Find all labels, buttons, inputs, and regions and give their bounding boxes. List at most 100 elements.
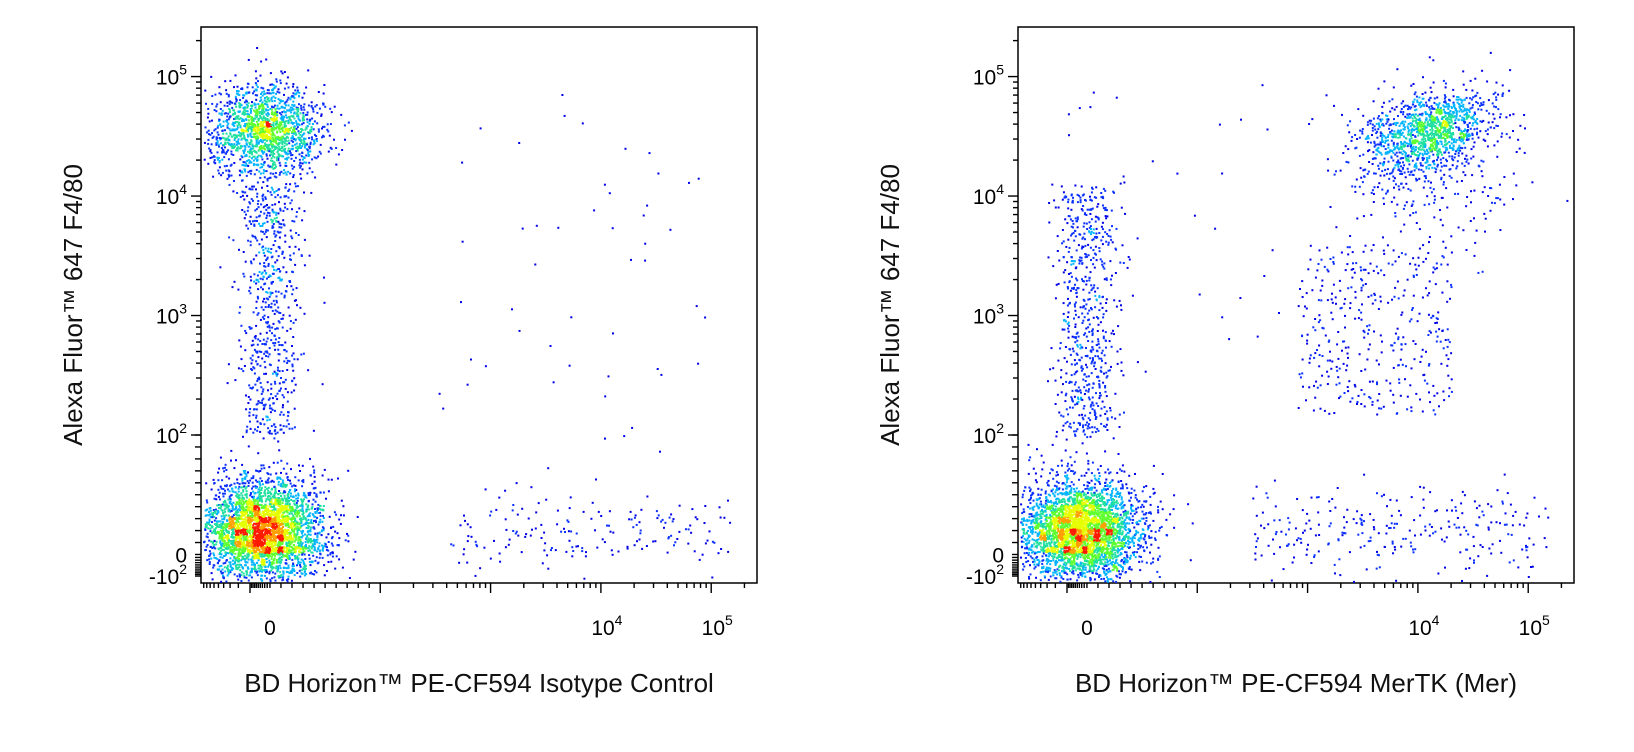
event-dot bbox=[257, 280, 260, 283]
event-dot bbox=[293, 299, 296, 302]
event-dot bbox=[286, 522, 289, 525]
event-dot bbox=[263, 561, 266, 564]
event-dot bbox=[240, 511, 242, 514]
event-dot bbox=[239, 542, 242, 545]
event-dot bbox=[250, 561, 253, 564]
event-dot bbox=[289, 495, 292, 498]
event-dot bbox=[231, 286, 234, 289]
event-dot bbox=[228, 539, 230, 542]
event-dot bbox=[247, 402, 250, 404]
event-dot bbox=[280, 485, 283, 488]
event-dot bbox=[234, 538, 237, 540]
event-dot bbox=[303, 553, 306, 556]
event-dot bbox=[230, 510, 233, 512]
event-dot bbox=[270, 566, 272, 569]
event-dot bbox=[246, 548, 249, 551]
event-dot bbox=[297, 117, 300, 120]
event-dot bbox=[286, 552, 289, 555]
event-dot bbox=[277, 520, 280, 523]
event-dot bbox=[251, 537, 254, 540]
event-dot bbox=[318, 545, 321, 548]
event-dot bbox=[268, 466, 271, 469]
event-dot bbox=[269, 139, 272, 142]
event-dot bbox=[303, 210, 306, 213]
event-dot bbox=[255, 324, 258, 327]
event-dot bbox=[259, 381, 262, 384]
event-dot bbox=[293, 502, 296, 505]
event-dot bbox=[276, 553, 279, 556]
event-dot bbox=[266, 257, 269, 260]
event-dot bbox=[242, 550, 245, 553]
event-dot bbox=[282, 566, 285, 569]
event-dot bbox=[245, 533, 248, 536]
event-dot bbox=[255, 143, 258, 146]
event-dot bbox=[260, 93, 262, 95]
event-dot bbox=[256, 557, 259, 559]
event-dot bbox=[209, 150, 212, 153]
event-dot bbox=[327, 130, 330, 133]
event-dot bbox=[297, 497, 299, 500]
event-dot bbox=[240, 540, 243, 543]
event-dot bbox=[275, 123, 278, 126]
event-dot bbox=[265, 569, 268, 571]
event-dot bbox=[235, 543, 238, 546]
event-dot bbox=[249, 536, 252, 539]
event-dot bbox=[226, 115, 229, 118]
event-dot bbox=[252, 485, 255, 488]
event-dot bbox=[242, 164, 245, 167]
event-dot bbox=[271, 548, 274, 550]
event-dot bbox=[208, 507, 211, 510]
event-dot bbox=[259, 100, 262, 103]
event-dot bbox=[224, 152, 227, 155]
event-dot bbox=[267, 565, 270, 568]
event-dot bbox=[264, 118, 267, 121]
event-dot bbox=[212, 530, 215, 533]
event-dot bbox=[295, 232, 298, 234]
event-dot bbox=[331, 536, 334, 538]
event-dot bbox=[230, 487, 233, 490]
event-dot bbox=[300, 504, 303, 507]
event-dot bbox=[300, 139, 303, 141]
event-dot bbox=[284, 161, 287, 164]
event-dot bbox=[293, 551, 296, 554]
event-dot bbox=[272, 541, 275, 544]
event-dot bbox=[277, 533, 280, 536]
event-dot bbox=[253, 565, 256, 568]
event-dot bbox=[252, 549, 255, 551]
event-dot bbox=[248, 384, 251, 387]
event-dot bbox=[257, 111, 260, 114]
event-dot bbox=[261, 357, 264, 360]
event-dot bbox=[244, 545, 246, 548]
event-dot bbox=[257, 524, 260, 527]
event-dot bbox=[204, 549, 207, 551]
event-dot bbox=[244, 260, 247, 263]
event-dot bbox=[255, 109, 258, 112]
event-dot bbox=[211, 119, 213, 122]
event-dot bbox=[286, 532, 289, 534]
event-dot bbox=[245, 475, 248, 478]
event-dot bbox=[279, 571, 282, 574]
event-dot bbox=[241, 511, 244, 514]
event-dot bbox=[247, 227, 250, 230]
event-dot bbox=[207, 523, 210, 525]
event-dot bbox=[254, 568, 257, 571]
event-dot bbox=[224, 146, 226, 149]
event-dot bbox=[253, 543, 256, 546]
event-dot bbox=[323, 125, 326, 128]
event-dot bbox=[281, 135, 284, 138]
event-dot bbox=[280, 387, 282, 390]
event-dot bbox=[296, 546, 299, 549]
event-dot bbox=[285, 562, 288, 565]
event-dot bbox=[259, 532, 262, 535]
event-dot bbox=[219, 456, 222, 459]
event-dot bbox=[306, 535, 309, 538]
event-dot bbox=[222, 488, 225, 491]
event-dot bbox=[228, 502, 231, 505]
event-dot bbox=[232, 525, 234, 528]
event-dot bbox=[270, 564, 272, 567]
event-dot bbox=[257, 356, 260, 359]
event-dot bbox=[271, 372, 274, 375]
event-dot bbox=[312, 526, 315, 529]
event-dot bbox=[292, 140, 294, 143]
event-dot bbox=[286, 362, 289, 364]
